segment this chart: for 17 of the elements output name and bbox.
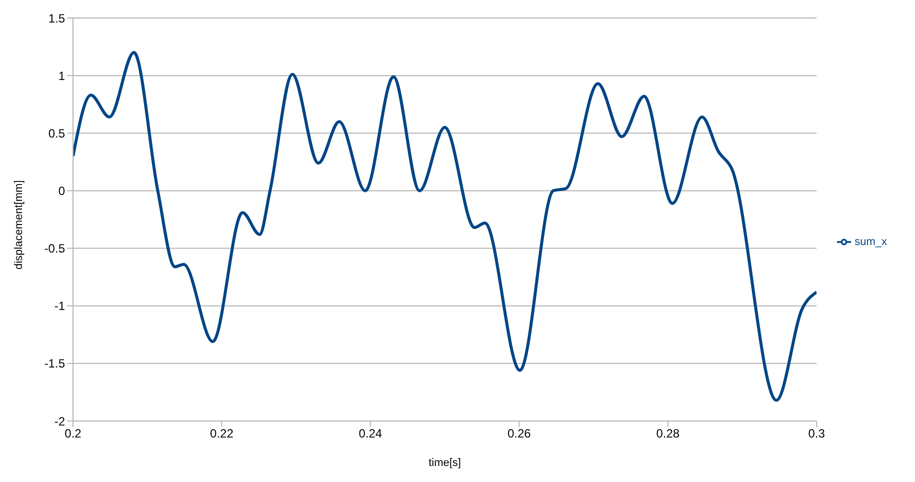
y-tick-label: 1.5: [48, 11, 66, 26]
x-tick-label: 0.26: [507, 426, 532, 441]
y-tick-label: -1: [54, 299, 66, 314]
x-tick-label: 0.22: [210, 426, 234, 441]
y-axis-title: displacement[mm]: [12, 180, 25, 270]
y-tick-label: 0: [58, 184, 66, 198]
legend-label: sum_x: [854, 236, 887, 248]
x-axis-title: time[s]: [428, 457, 461, 469]
y-tick-label: -1.5: [44, 356, 66, 371]
x-tick-label: 0.3: [808, 426, 826, 441]
y-tick-label: 0.5: [48, 126, 66, 140]
x-tick-label: 0.2: [64, 426, 82, 441]
x-tick-label: 0.24: [358, 426, 382, 441]
y-tick-label: -0.5: [44, 242, 66, 256]
y-tick-label: -2: [54, 414, 66, 428]
x-tick-label: 0.28: [656, 426, 680, 441]
y-tick-label: 1: [58, 68, 66, 83]
